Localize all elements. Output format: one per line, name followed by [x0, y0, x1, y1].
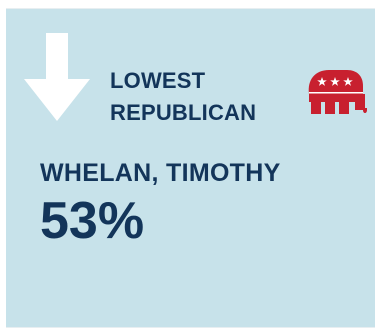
candidate-name: WHELAN, TIMOTHY — [40, 159, 281, 187]
heading-line-1: LOWEST — [110, 68, 206, 93]
result-card: LOWEST REPUBLICAN WHELAN, TIMOTHY 53% — [6, 8, 375, 328]
republican-elephant-icon — [308, 70, 367, 114]
category-heading: LOWEST REPUBLICAN — [110, 65, 256, 129]
candidate-percent: 53% — [40, 192, 145, 250]
heading-line-2: REPUBLICAN — [110, 100, 257, 125]
down-arrow-icon — [24, 33, 90, 121]
